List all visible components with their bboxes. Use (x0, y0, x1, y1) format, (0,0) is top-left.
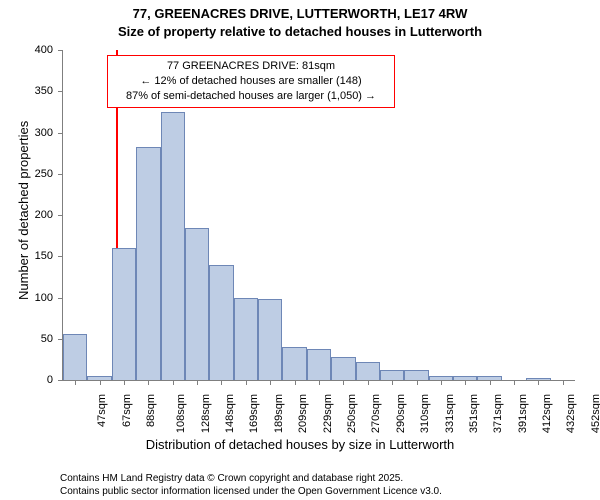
xtick-mark (270, 380, 271, 385)
xtick-label: 310sqm (419, 394, 431, 433)
histogram-bar (63, 334, 87, 380)
xtick-mark (514, 380, 515, 385)
xtick-label: 270sqm (371, 394, 383, 433)
xtick-label: 412sqm (541, 394, 553, 433)
ytick-label: 350 (35, 85, 63, 97)
annotation-line-1: 77 GREENACRES DRIVE: 81sqm (114, 59, 388, 74)
ytick-label: 300 (35, 127, 63, 139)
ytick-label: 150 (35, 250, 63, 262)
attribution-line-1: Contains HM Land Registry data © Crown c… (60, 473, 442, 486)
xtick-mark (563, 380, 564, 385)
histogram-bar (331, 357, 355, 380)
ytick-label: 400 (35, 44, 63, 56)
ytick-label: 100 (35, 292, 63, 304)
xtick-label: 432sqm (566, 394, 578, 433)
histogram-bar (234, 298, 258, 381)
histogram-bar (136, 147, 160, 380)
xtick-label: 88sqm (145, 394, 157, 427)
xtick-mark (246, 380, 247, 385)
xtick-mark (221, 380, 222, 385)
xtick-label: 169sqm (249, 394, 261, 433)
ytick-label: 50 (41, 333, 63, 345)
xtick-mark (368, 380, 369, 385)
xtick-mark (75, 380, 76, 385)
annotation-line-3: 87% of semi-detached houses are larger (… (114, 89, 388, 104)
attribution-line-2: Contains public sector information licen… (60, 486, 442, 499)
xtick-label: 209sqm (297, 394, 309, 433)
histogram-bar (161, 112, 185, 380)
xtick-label: 391sqm (517, 394, 529, 433)
title-line-1: 77, GREENACRES DRIVE, LUTTERWORTH, LE17 … (0, 6, 600, 21)
histogram-bar (404, 370, 428, 380)
xtick-mark (100, 380, 101, 385)
xtick-label: 331sqm (444, 394, 456, 433)
xtick-mark (465, 380, 466, 385)
xtick-mark (441, 380, 442, 385)
ytick-label: 250 (35, 168, 63, 180)
xtick-mark (490, 380, 491, 385)
histogram-bar (185, 228, 209, 380)
xtick-mark (148, 380, 149, 385)
xtick-label: 189sqm (273, 394, 285, 433)
histogram-bar (356, 362, 380, 380)
xtick-mark (124, 380, 125, 385)
xtick-label: 128sqm (200, 394, 212, 433)
xtick-mark (295, 380, 296, 385)
x-axis-label: Distribution of detached houses by size … (0, 437, 600, 452)
figure: 77, GREENACRES DRIVE, LUTTERWORTH, LE17 … (0, 0, 600, 500)
xtick-mark (417, 380, 418, 385)
attribution-text: Contains HM Land Registry data © Crown c… (60, 473, 442, 498)
histogram-bar (209, 265, 233, 381)
xtick-label: 148sqm (224, 394, 236, 433)
xtick-label: 351sqm (468, 394, 480, 433)
plot-area: 77 GREENACRES DRIVE: 81sqm ← 12% of deta… (62, 50, 575, 381)
xtick-label: 452sqm (590, 394, 600, 433)
xtick-mark (538, 380, 539, 385)
xtick-mark (173, 380, 174, 385)
annotation-line-2: ← 12% of detached houses are smaller (14… (114, 74, 388, 89)
xtick-label: 47sqm (96, 394, 108, 427)
ytick-label: 0 (47, 374, 63, 386)
xtick-label: 371sqm (492, 394, 504, 433)
xtick-label: 290sqm (395, 394, 407, 433)
xtick-label: 108sqm (175, 394, 187, 433)
xtick-label: 229sqm (322, 394, 334, 433)
xtick-mark (343, 380, 344, 385)
xtick-label: 67sqm (121, 394, 133, 427)
histogram-bar (112, 248, 136, 380)
histogram-bar (380, 370, 404, 380)
histogram-bar (258, 299, 282, 380)
ytick-label: 200 (35, 209, 63, 221)
xtick-label: 250sqm (346, 394, 358, 433)
histogram-bar (282, 347, 306, 380)
histogram-bar (307, 349, 331, 380)
xtick-mark (392, 380, 393, 385)
xtick-mark (319, 380, 320, 385)
xtick-mark (197, 380, 198, 385)
annotation-box: 77 GREENACRES DRIVE: 81sqm ← 12% of deta… (107, 55, 395, 108)
title-line-2: Size of property relative to detached ho… (0, 24, 600, 39)
y-axis-label: Number of detached properties (16, 121, 31, 300)
